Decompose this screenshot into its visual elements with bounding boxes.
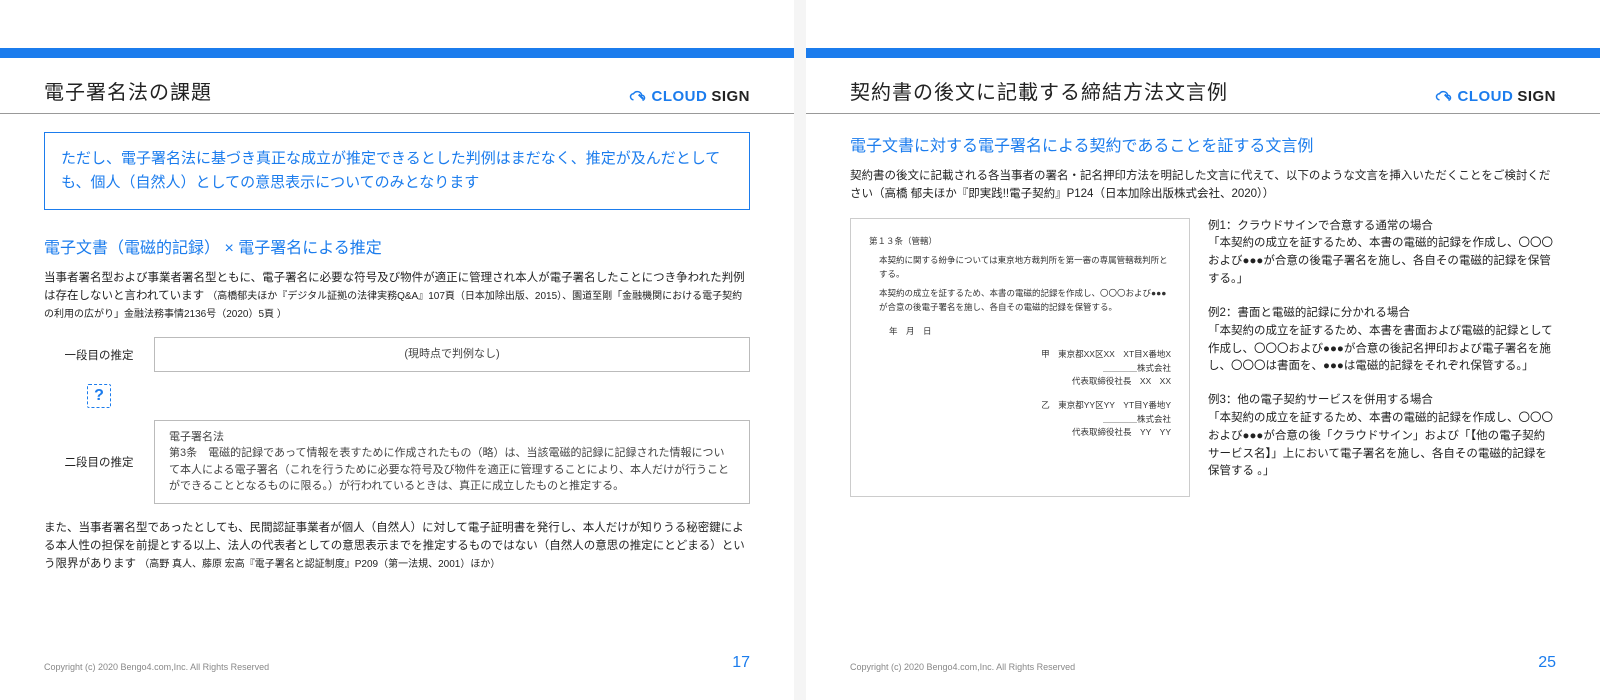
sig-a-rep: 代表取締役社長 XX XX (869, 375, 1171, 389)
top-accent-bar (806, 48, 1600, 58)
slide-25: 契約書の後文に記載する締結方法文言例 CLOUDSIGN 電子文書に対する電子署… (806, 0, 1600, 700)
paragraph-1: 当事者署名型および事業者署名型ともに、電子署名に必要な符号及び物件が適正に管理さ… (44, 270, 750, 323)
step2-box-head: 電子署名法 (169, 429, 735, 446)
slide-header: 契約書の後文に記載する締結方法文言例 CLOUDSIGN (806, 58, 1600, 114)
sample-line2: 本契約の成立を証するため、本書の電磁的記録を作成し、〇〇〇および●●●が合意の後… (869, 287, 1171, 314)
copyright-text: Copyright (c) 2020 Bengo4.com,Inc. All R… (850, 662, 1075, 672)
section-subhead: 電子文書に対する電子署名による契約であることを証する文言例 (850, 132, 1556, 156)
top-accent-bar (0, 48, 794, 58)
down-arrow-icon: ? (87, 384, 111, 408)
sig-a-addr: 甲 東京都XX区XX XT目X番地X (869, 348, 1171, 362)
callout-box: ただし、電子署名法に基づき真正な成立が推定できるとした判例はまだなく、推定が及ん… (44, 132, 750, 210)
step2-label: 二段目の推定 (44, 454, 154, 470)
example-1: 例1：クラウドサインで合意する通常の場合 「本契約の成立を証するため、本書の電磁… (1208, 218, 1556, 289)
brand-logo: CLOUDSIGN (1435, 87, 1556, 105)
page-number: 25 (1538, 654, 1556, 672)
sig-b-rep: 代表取締役社長 YY YY (869, 426, 1171, 440)
copyright-text: Copyright (c) 2020 Bengo4.com,Inc. All R… (44, 662, 269, 672)
para2-citation: （高野 真人、藤原 宏高『電子署名と認証制度』P209（第一法規、2001）ほか… (139, 559, 500, 570)
sig-a-company: ＿＿＿＿株式会社 (869, 362, 1171, 376)
example-3-title: 例3：他の電子契約サービスを併用する場合 (1208, 392, 1556, 410)
section-subhead: 電子文書（電磁的記録） × 電子署名による推定 (44, 234, 750, 258)
cloud-pen-icon (1435, 87, 1453, 105)
slide-title: 契約書の後文に記載する締結方法文言例 (850, 76, 1228, 105)
example-1-title: 例1：クラウドサインで合意する通常の場合 (1208, 218, 1556, 236)
slide-footer: Copyright (c) 2020 Bengo4.com,Inc. All R… (0, 646, 794, 700)
example-2-title: 例2：書面と電磁的記録に分かれる場合 (1208, 305, 1556, 323)
slide-body: 電子文書に対する電子署名による契約であることを証する文言例 契約書の後文に記載さ… (806, 114, 1600, 646)
step1-label: 一段目の推定 (44, 347, 154, 363)
sig-b-company: ＿＿＿＿株式会社 (869, 413, 1171, 427)
step2-box-body: 第3条 電磁的記録であって情報を表すために作成されたもの（略）は、当該電磁的記録… (169, 445, 735, 495)
paragraph-2: また、当事者署名型であったとしても、民間認証事業者が個人（自然人）に対して電子証… (44, 520, 750, 573)
example-2-body: 「本契約の成立を証するため、本書を書面および電磁的記録として作成し、〇〇〇および… (1208, 323, 1556, 376)
example-3-body: 「本契約の成立を証するため、本書の電磁的記録を作成し、〇〇〇および●●●が合意の… (1208, 410, 1556, 481)
sample-line1: 本契約に関する紛争については東京地方裁判所を第一審の専属管轄裁判所とする。 (869, 254, 1171, 281)
presumption-steps: 一段目の推定 (現時点で判例なし) ? 二段目の推定 電子署名法 第3条 電磁的… (44, 337, 750, 504)
sig-b-addr: 乙 東京都YY区YY YT目Y番地Y (869, 399, 1171, 413)
logo-sign-text: SIGN (1517, 88, 1556, 105)
slide-header: 電子署名法の課題 CLOUDSIGN (0, 58, 794, 114)
arrow-cell: ? (44, 380, 154, 412)
step2-box: 電子署名法 第3条 電磁的記録であって情報を表すために作成されたもの（略）は、当… (154, 420, 750, 504)
slide-footer: Copyright (c) 2020 Bengo4.com,Inc. All R… (806, 646, 1600, 700)
slide-17: 電子署名法の課題 CLOUDSIGN ただし、電子署名法に基づき真正な成立が推定… (0, 0, 794, 700)
signature-block-a: 甲 東京都XX区XX XT目X番地X ＿＿＿＿株式会社 代表取締役社長 XX X… (869, 348, 1171, 389)
intro-paragraph: 契約書の後文に記載される各当事者の署名・記名押印方法を明記した文言に代えて、以下… (850, 168, 1556, 204)
sample-article-head: 第１３条（管轄） (869, 235, 1171, 249)
brand-logo: CLOUDSIGN (629, 87, 750, 105)
logo-sign-text: SIGN (711, 88, 750, 105)
logo-cloud-text: CLOUD (651, 88, 707, 105)
contract-sample-box: 第１３条（管轄） 本契約に関する紛争については東京地方裁判所を第一審の専属管轄裁… (850, 218, 1190, 498)
cloud-pen-icon (629, 87, 647, 105)
slide-body: ただし、電子署名法に基づき真正な成立が推定できるとした判例はまだなく、推定が及ん… (0, 114, 794, 646)
example-1-body: 「本契約の成立を証するため、本書の電磁的記録を作成し、〇〇〇および●●●が合意の… (1208, 235, 1556, 288)
example-3: 例3：他の電子契約サービスを併用する場合 「本契約の成立を証するため、本書の電磁… (1208, 392, 1556, 481)
signature-block-b: 乙 東京都YY区YY YT目Y番地Y ＿＿＿＿株式会社 代表取締役社長 YY Y… (869, 399, 1171, 440)
slide-title: 電子署名法の課題 (44, 76, 212, 105)
two-column-layout: 第１３条（管轄） 本契約に関する紛争については東京地方裁判所を第一審の専属管轄裁… (850, 218, 1556, 498)
sample-date: 年 月 日 (869, 325, 1171, 339)
page-number: 17 (732, 654, 750, 672)
logo-cloud-text: CLOUD (1457, 88, 1513, 105)
example-2: 例2：書面と電磁的記録に分かれる場合 「本契約の成立を証するため、本書を書面およ… (1208, 305, 1556, 376)
step1-box: (現時点で判例なし) (154, 337, 750, 372)
example-clauses: 例1：クラウドサインで合意する通常の場合 「本契約の成立を証するため、本書の電磁… (1208, 218, 1556, 498)
